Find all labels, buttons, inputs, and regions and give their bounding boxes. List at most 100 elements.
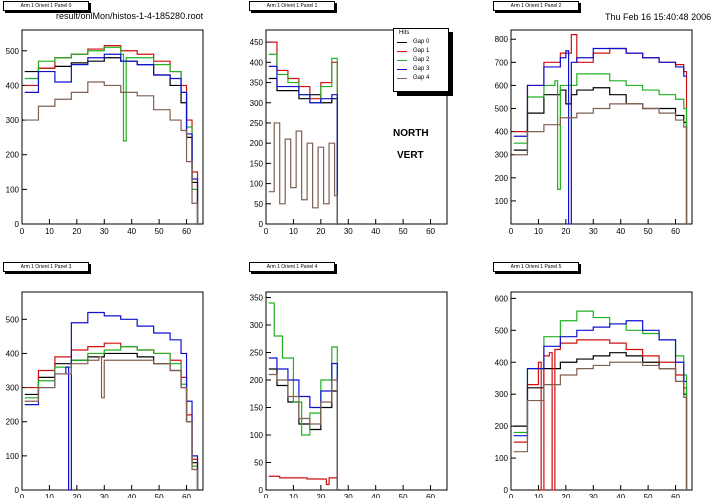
x-tick-label: 20 [316, 227, 325, 236]
x-tick-label: 20 [316, 493, 325, 498]
x-tick-label: 40 [616, 227, 625, 236]
x-tick-label: 60 [671, 493, 680, 498]
y-tick-label: 100 [6, 452, 20, 461]
series-3-line [513, 320, 687, 437]
y-tick-label: 400 [6, 81, 20, 90]
y-tick-label: 100 [495, 197, 509, 206]
y-tick-label: 200 [6, 151, 20, 160]
y-tick-label: 600 [495, 81, 509, 90]
north-label: NORTH [393, 128, 429, 139]
y-tick-label: 200 [250, 376, 264, 385]
x-tick-label: 10 [289, 493, 298, 498]
series-4-line [268, 373, 341, 491]
legend-entry: Gap 2 [397, 56, 447, 65]
plot-frame [510, 291, 693, 491]
y-tick-label: 300 [495, 151, 509, 160]
y-tick-label: 600 [495, 294, 509, 303]
y-tick-label: 0 [504, 486, 509, 495]
x-tick-label: 10 [534, 493, 543, 498]
panel-4: 0 10 20 30 40 50 60 0 50 100 150 200 250 300 350 [250, 291, 448, 498]
x-tick-label: 30 [100, 493, 109, 498]
file-path-label: result/onlMon/histos-1-4-185280.root [56, 11, 204, 21]
legend-entry: Gap 1 [397, 47, 447, 56]
x-tick-label: 40 [127, 493, 136, 498]
y-tick-label: 400 [495, 358, 509, 367]
series-2-line [513, 73, 690, 225]
series-4-line [24, 81, 201, 225]
y-tick-label: 300 [495, 390, 509, 399]
legend-swatch [397, 42, 407, 43]
x-tick-label: 0 [20, 493, 25, 498]
y-tick-label: 500 [495, 105, 509, 114]
legend-box: Hits Gap 0 Gap 1 Gap 2 Gap 3 Gap 4 [393, 28, 449, 92]
series-1-line [268, 41, 341, 225]
x-tick-label: 50 [644, 227, 653, 236]
y-tick-label: 250 [250, 119, 264, 128]
x-tick-label: 30 [344, 227, 353, 236]
legend-label: Gap 4 [413, 75, 430, 81]
y-tick-label: 300 [6, 116, 20, 125]
x-tick-label: 0 [20, 227, 25, 236]
x-tick-label: 20 [561, 227, 570, 236]
series-4-line [268, 122, 341, 225]
y-tick-label: 100 [250, 180, 264, 189]
series-1-line [513, 339, 690, 491]
series-4-line [513, 103, 690, 225]
y-tick-label: 100 [495, 454, 509, 463]
x-tick-label: 50 [399, 493, 408, 498]
x-tick-label: 30 [589, 227, 598, 236]
y-tick-label: 0 [259, 220, 264, 229]
x-tick-label: 60 [182, 493, 191, 498]
timestamp-label: Thu Feb 16 15:40:48 2006 [605, 12, 712, 22]
panel-1-title: Arm 1 Orient 1 Panel 1 [249, 1, 335, 11]
legend-entry: Gap 4 [397, 74, 447, 83]
x-tick-label: 60 [671, 227, 680, 236]
x-tick-label: 40 [127, 227, 136, 236]
y-tick-label: 0 [15, 220, 20, 229]
y-tick-label: 300 [250, 321, 264, 330]
y-tick-label: 100 [250, 431, 264, 440]
y-tick-label: 500 [6, 47, 20, 56]
legend-label: Gap 0 [413, 39, 430, 45]
y-tick-label: 450 [250, 38, 264, 47]
y-tick-label: 500 [6, 315, 20, 324]
x-tick-label: 10 [45, 493, 54, 498]
y-tick-label: 350 [250, 79, 264, 88]
series-1-line [513, 34, 690, 225]
y-tick-label: 0 [259, 486, 264, 495]
panel-3-title: Arm 1 Orient 1 Panel 3 [3, 262, 89, 272]
y-tick-label: 500 [495, 326, 509, 335]
y-tick-label: 300 [6, 384, 20, 393]
panel-3: 0 10 20 30 40 50 60 0 100 200 300 400 500 [6, 291, 204, 498]
y-tick-label: 300 [250, 99, 264, 108]
panel-4-title: Arm 1 Orient 1 Panel 4 [249, 262, 335, 272]
series-4-line [513, 361, 690, 491]
panel-5-title: Arm 1 Orient 1 Panel 5 [493, 262, 579, 272]
x-tick-label: 0 [509, 227, 514, 236]
plot-frame [21, 29, 204, 225]
x-tick-label: 40 [616, 493, 625, 498]
x-tick-label: 50 [399, 227, 408, 236]
legend-label: Gap 2 [413, 57, 430, 63]
series-2-line [268, 302, 341, 491]
x-tick-label: 10 [45, 227, 54, 236]
x-tick-label: 40 [371, 493, 380, 498]
y-tick-label: 150 [250, 404, 264, 413]
x-tick-label: 50 [155, 227, 164, 236]
legend-label: Gap 1 [413, 48, 430, 54]
x-tick-label: 30 [344, 493, 353, 498]
x-tick-label: 50 [155, 493, 164, 498]
series-3-line [268, 65, 341, 225]
panel-0-title: Arm 1 Orient 1 Panel 0 [3, 1, 89, 11]
legend-title: Hits [399, 30, 410, 36]
y-tick-label: 350 [250, 294, 264, 303]
y-tick-label: 100 [6, 185, 20, 194]
x-tick-label: 20 [72, 227, 81, 236]
legend-swatch [397, 51, 407, 52]
panel-2: 0 10 20 30 40 50 60 100 200 300 400 500 600 700 800 [495, 29, 693, 236]
legend-label: Gap 3 [413, 66, 430, 72]
panel-0: 0 10 20 30 40 50 60 0 100 200 300 400 500 [6, 29, 204, 236]
y-tick-label: 400 [250, 58, 264, 67]
y-tick-label: 50 [254, 200, 263, 209]
